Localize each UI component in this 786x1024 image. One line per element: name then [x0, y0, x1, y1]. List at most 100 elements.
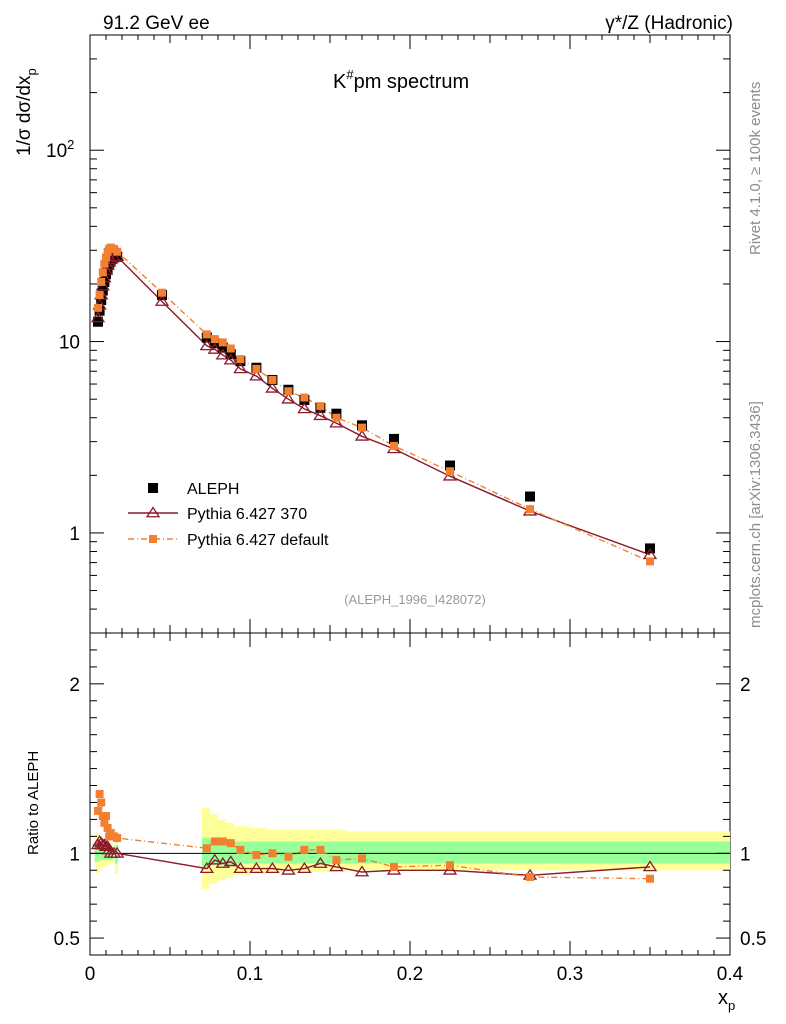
pythia-default-point	[102, 253, 110, 262]
pythia-default-point	[358, 423, 366, 432]
ratio-pythia-370-point	[265, 861, 280, 873]
main-y-axis-label: 1/σ dσ/dxp	[14, 68, 39, 156]
pythia-default-point	[236, 355, 245, 364]
ratio-pythia-370-point	[207, 853, 223, 865]
ratio-pythia-370-point	[297, 861, 312, 873]
plot-title-rest: pm spectrum	[354, 71, 470, 93]
pythia-370-point	[154, 294, 170, 306]
legend-marker-pythia-370	[145, 506, 161, 518]
ratio-y-tick-label-right: 0.5	[740, 929, 766, 950]
ratio-pythia-default-point	[268, 849, 277, 858]
mcplots-label: mcplots.cern.ch [arXiv:1306.3436]	[747, 401, 764, 628]
series-lines	[97, 246, 651, 880]
main-y-tick-label: 102	[46, 137, 74, 162]
ratio-pythia-default-point	[94, 806, 102, 815]
ratio-pythia-default-point	[210, 837, 219, 846]
pythia-default-point	[446, 467, 454, 476]
ratio-y-tick-label-left: 1	[69, 844, 80, 865]
pythia-370-point	[297, 402, 312, 414]
ratio-pythia-default-point	[218, 837, 227, 846]
ratio-pythia-370-point	[215, 856, 231, 868]
plot-title: K#pm spectrum	[333, 67, 469, 93]
pythia-default-point	[316, 402, 325, 411]
legend-label: Pythia 6.427 default	[187, 532, 329, 549]
ratio-pythia-default-point	[95, 790, 104, 798]
pythia-370-point	[215, 348, 231, 360]
ratio-pythia-default-point	[300, 845, 309, 854]
pythia-default-point	[97, 277, 106, 286]
ratio-pythia-370-point	[442, 863, 458, 875]
aleph-point	[525, 491, 535, 502]
main-y-axis-label-text: 1/σ dσ/dx	[14, 75, 35, 156]
ratio-pythia-370-point	[199, 861, 215, 873]
axis-ticks	[89, 34, 731, 956]
ratio-pythia-370-point	[642, 860, 658, 872]
pythia-370-point	[265, 381, 280, 393]
pythia-default-point	[94, 303, 102, 312]
band-inner	[114, 844, 118, 864]
legend-label: Pythia 6.427 370	[187, 506, 307, 523]
x-tick-label: 0.1	[237, 964, 263, 985]
aleph-point	[217, 342, 228, 353]
pythia-default-point	[646, 557, 654, 566]
ratio-pythia-370-point	[313, 856, 328, 868]
pythia-default-point	[95, 291, 104, 300]
line-pythia-default	[97, 246, 651, 563]
ratio-pythia-370-point	[354, 865, 370, 877]
x-tick-label: 0.2	[397, 964, 423, 985]
data-points	[90, 243, 658, 883]
ratio-pythia-default-point	[113, 834, 122, 843]
pythia-370-point	[233, 362, 248, 374]
pythia-default-point	[113, 247, 122, 256]
rivet-version-label: Rivet 4.1.0, ≥ 100k events	[747, 82, 764, 255]
aleph-point	[96, 294, 107, 305]
pythia-default-point	[332, 413, 341, 422]
pythia-default-point	[218, 338, 227, 347]
ratio-pythia-default-point	[646, 874, 654, 883]
ratio-pythia-default-point	[284, 852, 293, 861]
main-y-axis-label-sub: p	[24, 68, 39, 75]
ratio-pythia-370-point	[223, 855, 239, 867]
ratio-pythia-default-point	[358, 854, 366, 863]
ratio-pythia-370-point	[233, 861, 248, 873]
pythia-default-point	[98, 268, 107, 277]
ratio-pythia-default-point	[446, 861, 454, 870]
pythia-default-point	[526, 505, 534, 514]
ratio-pythia-370-point	[281, 863, 296, 875]
pythia-370-point	[281, 392, 296, 404]
aleph-point	[331, 408, 342, 419]
ratio-pythia-default-point	[332, 856, 341, 865]
x-tick-label: 0	[85, 964, 96, 985]
pythia-default-point	[300, 393, 309, 402]
main-y-tick-label: 10	[59, 333, 80, 354]
main-plot-frame	[89, 34, 731, 634]
pythia-370-point	[199, 339, 215, 351]
pythia-370-point	[329, 416, 344, 428]
ratio-y-tick-label-left: 0.5	[54, 929, 80, 950]
pythia-default-point	[390, 441, 398, 450]
reference-label: (ALEPH_1996_I428072)	[344, 592, 486, 607]
pythia-default-point	[100, 259, 109, 268]
plot-title-sup: #	[346, 67, 354, 82]
x-axis-label: xp	[718, 987, 735, 1013]
ratio-y-tick-label-right: 2	[740, 675, 751, 696]
ratio-pythia-default-point	[390, 862, 398, 871]
pythia-370-point	[109, 250, 125, 262]
ratio-pythia-default-point	[316, 845, 325, 854]
ratio-y-axis-label: Ratio to ALEPH	[25, 751, 42, 855]
ratio-y-tick-label-left: 2	[69, 675, 80, 696]
pythia-default-point	[268, 375, 277, 384]
ratio-pythia-default-point	[226, 839, 235, 848]
ratio-pythia-default-point	[103, 823, 112, 832]
header-left: 91.2 GeV ee	[103, 13, 210, 34]
pythia-370-point	[223, 353, 239, 365]
ratio-pythia-default-point	[102, 812, 110, 821]
pythia-default-point	[252, 364, 261, 373]
ratio-pythia-default-point	[236, 845, 245, 854]
pythia-370-point	[313, 409, 328, 421]
legend: ALEPH Pythia 6.427 370 Pythia 6.427 defaul…	[128, 481, 329, 549]
band-inner	[202, 838, 210, 867]
ratio-y-tick-label-right: 1	[740, 844, 751, 865]
x-axis-label-sub: p	[728, 998, 735, 1013]
